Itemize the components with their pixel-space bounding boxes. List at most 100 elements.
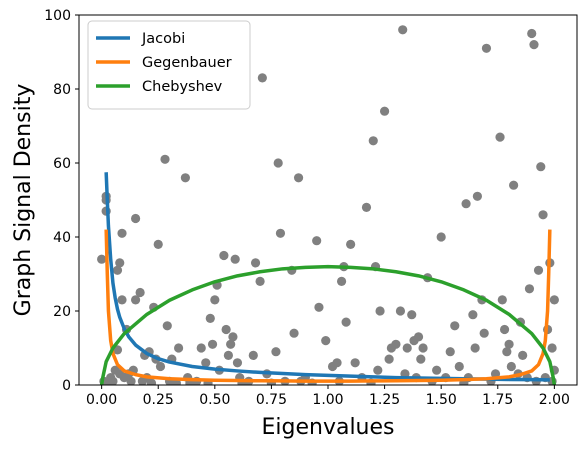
legend-label: Gegenbauer bbox=[142, 55, 232, 71]
scatter-point bbox=[509, 180, 519, 190]
scatter-point bbox=[346, 239, 356, 249]
x-axis-ticks: 0.00 0.25 0.50 0.75 1.00 1.25 1.50 1.75 2.00 bbox=[86, 385, 570, 408]
scatter-point bbox=[314, 302, 324, 312]
scatter-point bbox=[115, 258, 125, 268]
y-tick-label: 40 bbox=[53, 230, 71, 246]
scatter-point bbox=[221, 324, 231, 335]
scatter-point bbox=[361, 202, 372, 212]
scatter-point bbox=[527, 28, 537, 39]
scatter-point bbox=[373, 365, 383, 375]
scatter-point bbox=[506, 361, 516, 372]
scatter-point bbox=[413, 332, 424, 342]
x-tick-label: 1.00 bbox=[312, 392, 343, 408]
y-tick-label: 80 bbox=[53, 82, 71, 98]
scatter-point bbox=[248, 350, 258, 360]
scatter-point bbox=[502, 347, 512, 357]
scatter-point bbox=[350, 358, 360, 368]
scatter-point bbox=[368, 136, 378, 146]
y-axis-ticks: 0 20 40 60 80 100 bbox=[44, 8, 79, 394]
legend-label: Chebyshev bbox=[142, 79, 223, 95]
scatter-point bbox=[375, 306, 385, 316]
y-axis-label: Graph Signal Density bbox=[11, 84, 36, 317]
scatter-point bbox=[533, 265, 544, 275]
scatter-point bbox=[481, 43, 492, 53]
scatter-point bbox=[536, 162, 546, 172]
y-tick-label: 60 bbox=[53, 156, 71, 172]
scatter-point bbox=[273, 158, 283, 168]
scatter-point bbox=[538, 210, 548, 220]
scatter-point bbox=[146, 378, 157, 385]
scatter-point bbox=[321, 336, 331, 346]
legend-label: Jacobi bbox=[141, 31, 185, 47]
scatter-point bbox=[255, 276, 265, 286]
scatter-point bbox=[468, 310, 478, 320]
scatter-point bbox=[226, 339, 236, 349]
scatter-point bbox=[207, 339, 218, 349]
scatter-point bbox=[293, 173, 304, 183]
scatter-point bbox=[524, 284, 535, 294]
x-tick-label: 0.25 bbox=[143, 392, 174, 408]
scatter-point bbox=[155, 361, 166, 372]
scatter-point bbox=[479, 328, 489, 338]
scatter-point bbox=[108, 376, 118, 385]
scatter-point bbox=[497, 295, 507, 305]
scatter-point bbox=[518, 350, 528, 360]
scatter-point bbox=[201, 358, 211, 368]
scatter-point bbox=[210, 295, 220, 305]
x-tick-label: 1.75 bbox=[482, 392, 513, 408]
x-tick-label: 2.00 bbox=[539, 392, 570, 408]
scatter-point bbox=[289, 328, 299, 338]
scatter-point bbox=[130, 295, 141, 305]
scatter-point bbox=[230, 254, 240, 264]
series-line-jacobi bbox=[104, 172, 550, 382]
x-tick-label: 0.50 bbox=[199, 392, 230, 408]
scatter-point bbox=[529, 40, 539, 50]
scatter-point bbox=[472, 191, 482, 201]
scatter-point bbox=[219, 250, 229, 261]
scatter-point bbox=[454, 361, 464, 372]
scatter-point bbox=[232, 358, 243, 368]
series-line-gegenbauer bbox=[104, 229, 552, 383]
scatter-point bbox=[504, 339, 514, 349]
scatter-point bbox=[418, 343, 428, 353]
scatter-point bbox=[379, 106, 390, 116]
scatter-point bbox=[416, 354, 426, 364]
scatter-point bbox=[436, 232, 446, 242]
scatter-point bbox=[432, 365, 442, 375]
scatter-point bbox=[117, 295, 127, 305]
scatter-point bbox=[445, 347, 455, 357]
scatter-point bbox=[402, 343, 412, 353]
scatter-point bbox=[407, 310, 417, 320]
scatter-point bbox=[112, 265, 123, 275]
scatter-point bbox=[162, 321, 172, 331]
scatter-point bbox=[336, 276, 347, 286]
scatter-point bbox=[332, 358, 342, 368]
scatter-point bbox=[97, 254, 107, 264]
scatter-point bbox=[384, 354, 394, 364]
scatter-point bbox=[196, 343, 206, 353]
scatter-point bbox=[205, 313, 215, 323]
y-tick-label: 20 bbox=[53, 304, 71, 320]
scatter-point bbox=[153, 239, 163, 249]
scatter-point bbox=[257, 73, 267, 83]
scatter-point bbox=[450, 321, 460, 331]
x-axis-label: Eigenvalues bbox=[261, 415, 394, 440]
scatter-point bbox=[341, 317, 351, 327]
scatter-point bbox=[135, 287, 145, 298]
scatter-point bbox=[228, 332, 238, 342]
y-tick-label: 0 bbox=[62, 378, 71, 394]
scatter-point bbox=[312, 236, 322, 246]
series-lines bbox=[99, 172, 557, 385]
series-line-chebyshev bbox=[99, 264, 557, 385]
scatter-point bbox=[495, 132, 505, 142]
scatter-point bbox=[271, 347, 281, 357]
x-tick-label: 0.75 bbox=[256, 392, 287, 408]
scatter-point bbox=[180, 173, 190, 183]
scatter-point bbox=[250, 258, 261, 268]
scatter-point bbox=[275, 228, 286, 238]
scatter-point bbox=[126, 376, 136, 385]
scatter-point bbox=[395, 306, 406, 316]
y-tick-label: 100 bbox=[44, 8, 71, 24]
scatter-point bbox=[398, 25, 408, 35]
